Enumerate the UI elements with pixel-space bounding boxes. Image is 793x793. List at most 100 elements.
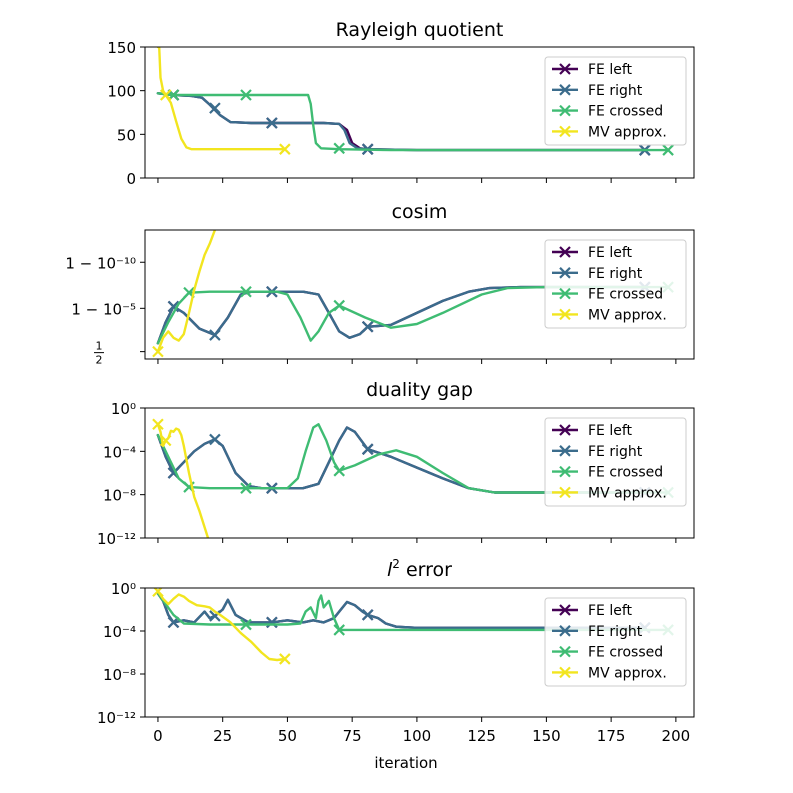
- y-tick-label: 100: [107, 83, 136, 101]
- legend-marker: [559, 645, 571, 658]
- y-tick-label: 10⁰: [111, 400, 136, 418]
- x-tick-label: 0: [153, 727, 163, 745]
- panel-1: Rayleigh quotient 0 50 100 150 FE left FE righ…: [107, 19, 695, 188]
- y-tick-label: 10⁻¹²: [97, 709, 136, 727]
- panel-3: duality gap 10⁰ 10⁻⁴ 10⁻⁸ 10⁻¹² FE left FE rig…: [97, 379, 695, 548]
- legend-label: FE crossed: [588, 104, 663, 120]
- legend-label: FE right: [588, 83, 643, 99]
- series-group: [156, 47, 674, 156]
- legend-label: MV approx.: [588, 307, 667, 323]
- series-line-fe-crossed: [156, 92, 670, 152]
- x-axis-label-group: iteration: [374, 754, 437, 772]
- data-marker: [333, 465, 345, 477]
- data-marker: [159, 434, 172, 447]
- legend-marker: [559, 445, 571, 457]
- data-marker: [279, 653, 291, 665]
- axes-frame: [144, 46, 695, 179]
- data-marker: [333, 624, 345, 636]
- data-marker: [167, 300, 180, 313]
- data-marker: [333, 299, 345, 312]
- data-marker: [361, 320, 374, 333]
- data-marker: [333, 142, 345, 155]
- data-marker: [240, 89, 252, 101]
- data-marker: [159, 89, 172, 101]
- legend-marker: [559, 308, 571, 321]
- legend-marker: [559, 666, 571, 679]
- y-tick-label: 10⁻⁸: [103, 487, 136, 505]
- x-tick-label: 25: [213, 727, 232, 745]
- legend-label: MV approx.: [588, 485, 667, 501]
- legend-marker: [559, 84, 571, 96]
- data-marker: [209, 433, 221, 446]
- legend-label: MV approx.: [588, 124, 667, 140]
- series-line-mv-approx: [156, 230, 217, 353]
- data-marker: [240, 618, 252, 631]
- panel-title: cosim: [392, 201, 448, 223]
- title-sup: 2: [392, 557, 400, 571]
- legend-marker: [559, 486, 571, 499]
- legend-marker: [559, 625, 571, 637]
- y-tick-label: 10⁻⁴: [103, 443, 136, 461]
- data-marker: [209, 102, 221, 114]
- x-tick-label: 75: [343, 727, 362, 745]
- legend: FE left FE right FE crossed MV approx.: [544, 56, 687, 146]
- legend-box: [544, 239, 687, 329]
- x-tick-label: 125: [467, 727, 496, 745]
- legend-box: [544, 597, 687, 687]
- legend-label: FE crossed: [588, 287, 663, 303]
- data-marker: [279, 143, 291, 155]
- legend-label: FE crossed: [588, 465, 663, 481]
- legend-label: MV approx.: [588, 665, 667, 681]
- legend-marker: [559, 424, 571, 436]
- legend-label: FE left: [588, 245, 633, 261]
- panel-title: duality gap: [366, 379, 473, 401]
- data-marker: [361, 609, 374, 621]
- legend-marker: [559, 63, 571, 75]
- data-marker: [266, 117, 278, 129]
- legend-label: FE left: [588, 603, 633, 619]
- x-tick-label: 175: [597, 727, 626, 745]
- y-tick-label-den: 2: [96, 354, 103, 367]
- legend: FE left FE right FE crossed MV approx.: [544, 597, 687, 687]
- y-tick-label: 12: [94, 340, 104, 367]
- legend-marker: [559, 125, 571, 138]
- legend-marker: [559, 604, 571, 616]
- x-tick-label: 200: [662, 727, 691, 745]
- data-marker: [152, 345, 164, 358]
- series-line-fe-right: [156, 426, 646, 494]
- series-line-fe-crossed: [156, 285, 670, 345]
- title-rest: error: [400, 559, 452, 581]
- series-line-mv-approx: [156, 590, 286, 662]
- data-marker: [152, 588, 164, 598]
- title-l: l: [387, 559, 393, 581]
- legend-marker: [559, 246, 571, 258]
- legend-label: FE left: [588, 62, 633, 78]
- x-tick-label: 150: [532, 727, 561, 745]
- y-tick-label: 0: [126, 170, 136, 188]
- legend: FE left FE right FE crossed MV approx.: [544, 239, 687, 329]
- y-tick-label: 150: [107, 39, 136, 57]
- x-tick-label: 100: [403, 727, 432, 745]
- series-line-mv-approx: [156, 47, 286, 151]
- panel-4: l2 error 10⁰ 10⁻⁴ 10⁻⁸ 10⁻¹² 0 25 50 75 100 125 150…: [97, 557, 695, 745]
- y-tick-label: 1 − 10⁻¹⁰: [65, 254, 136, 272]
- data-marker: [152, 418, 164, 431]
- data-marker: [361, 443, 374, 455]
- y-tick-label: 10⁻¹²: [97, 530, 136, 548]
- series-line-fe-right: [156, 592, 646, 629]
- legend: FE left FE right FE crossed MV approx.: [544, 417, 687, 507]
- y-tick-label-num: 1: [96, 340, 103, 353]
- legend-label: FE crossed: [588, 645, 663, 661]
- legend-marker: [559, 267, 571, 279]
- y-tick-label: 10⁻⁸: [103, 666, 136, 684]
- legend-label: FE right: [588, 444, 643, 460]
- data-marker: [240, 285, 252, 298]
- legend-label: FE right: [588, 266, 643, 282]
- data-marker: [240, 482, 252, 494]
- y-tick-label: 1 − 10⁻⁵: [71, 300, 136, 318]
- panel-title: l2 error: [387, 557, 452, 581]
- legend-label: FE right: [588, 624, 643, 640]
- data-marker: [266, 616, 278, 629]
